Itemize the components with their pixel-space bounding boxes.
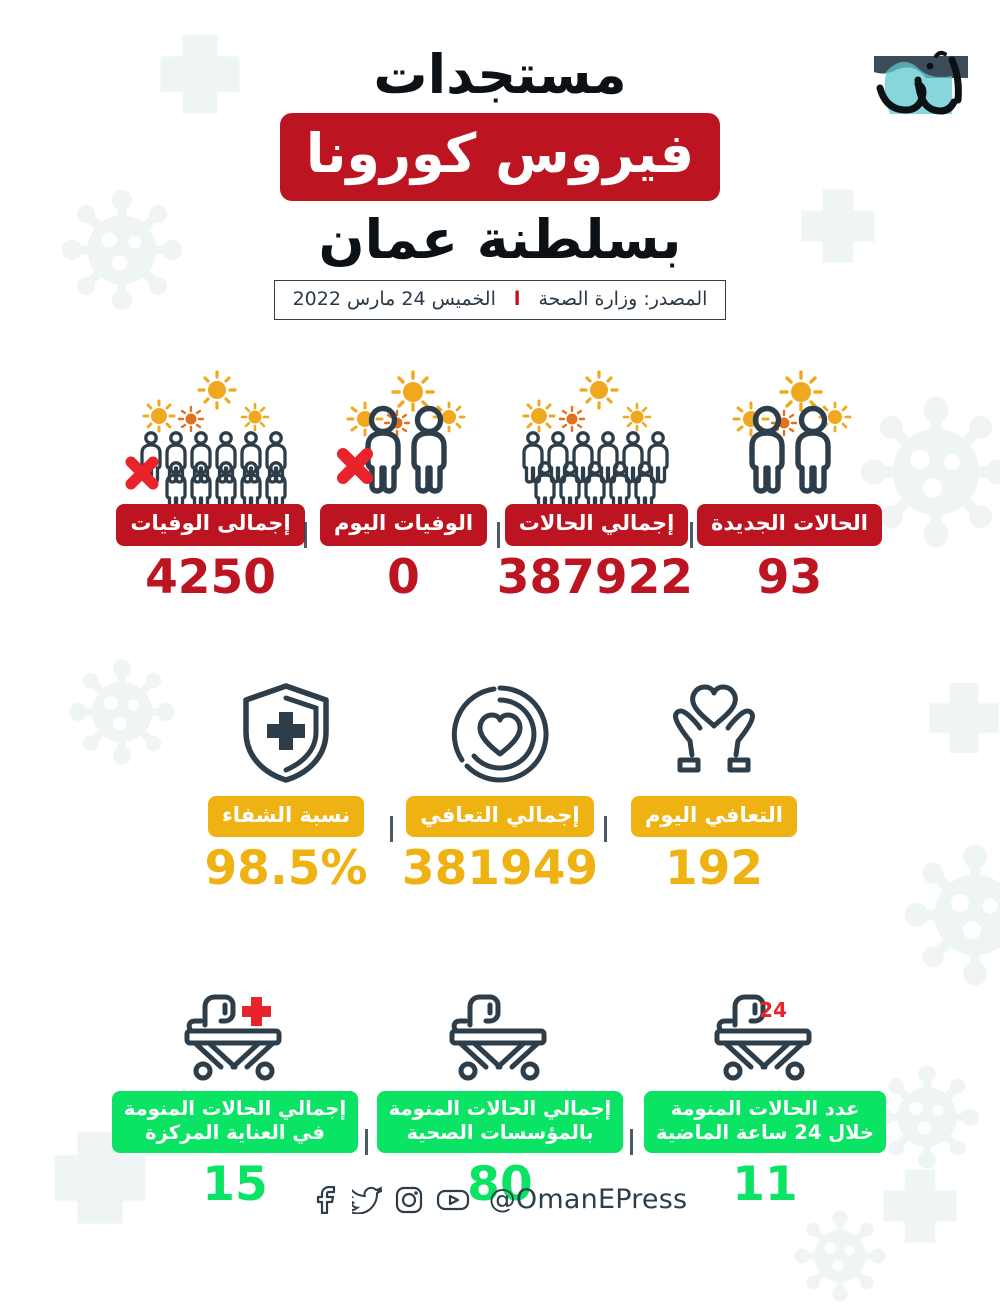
crowd-cases-icon (500, 364, 693, 494)
date-label: الخميس 24 مارس 2022 (293, 288, 496, 310)
stats-row-hospitalizations: 24 عدد الحالات المنومة خلال 24 ساعة الما… (0, 951, 1000, 1210)
page-header: مستجدات فيروس كورونا بسلطنة عمان المصدر:… (0, 0, 1000, 320)
title-line-2-wrap: فيروس كورونا (0, 113, 1000, 201)
stats-row-recoveries: التعافي اليوم 192 إجمالي التعافي 381949 (0, 656, 1000, 895)
title-line-3: بسلطنة عمان (0, 211, 1000, 268)
stat-value-recovery-rate: 98.5% (179, 843, 393, 895)
stats-row-deaths-cases: الحالات الجديدة 93 (0, 364, 1000, 603)
social-handle: @OmanEPress (489, 1184, 688, 1215)
red-x-icon (131, 462, 153, 484)
title-line-2-highlight: فيروس كورونا (280, 113, 720, 201)
title-line-1: مستجدات (0, 46, 1000, 103)
stat-label-deaths-today: الوفيات اليوم (320, 504, 487, 546)
facebook-icon[interactable] (313, 1186, 339, 1214)
stat-value-deaths-today: 0 (307, 552, 500, 604)
youtube-icon[interactable] (436, 1186, 470, 1214)
stat-card-total-cases: إجمالي الحالات 387922 (500, 364, 693, 603)
heart-circle-icon (393, 656, 607, 786)
oman-newspaper-logo (856, 26, 982, 122)
stat-value-total-deaths: 4250 (114, 552, 307, 604)
stat-card-total-deaths: إجمالى الوفيات 4250 (114, 364, 307, 603)
red-cross-icon (242, 997, 271, 1026)
stat-card-admitted-24h: 24 عدد الحالات المنومة خلال 24 ساعة الما… (633, 951, 898, 1210)
stat-label-total-deaths: إجمالى الوفيات (116, 504, 304, 546)
stat-card-deaths-today: الوفيات اليوم 0 (307, 364, 500, 603)
instagram-icon[interactable] (395, 1186, 423, 1214)
stat-label-hospital-admitted: إجمالي الحالات المنومة بالمؤسسات الصحية (377, 1091, 623, 1153)
shield-cross-icon (179, 656, 393, 786)
stat-card-hospital-admitted: إجمالي الحالات المنومة بالمؤسسات الصحية … (368, 951, 633, 1210)
date-separator: ا (514, 288, 521, 310)
stat-label-total-cases: إجمالي الحالات (505, 504, 689, 546)
stat-card-icu-admitted: إجمالي الحالات المنومة في العناية المركز… (103, 951, 368, 1210)
date-source-bar: المصدر: وزارة الصحة ا الخميس 24 مارس 202… (274, 280, 727, 320)
stat-card-new-cases: الحالات الجديدة 93 (693, 364, 886, 603)
stat-label-icu-admitted: إجمالي الحالات المنومة في العناية المركز… (112, 1091, 358, 1153)
source-label: المصدر: وزارة الصحة (538, 288, 707, 310)
stat-card-recovery-rate: نسبة الشفاء 98.5% (179, 656, 393, 895)
social-footer: @OmanEPress (0, 1184, 1000, 1215)
stat-card-total-recovered: إجمالي التعافي 381949 (393, 656, 607, 895)
stretcher-badge-24: 24 (759, 998, 787, 1022)
heart-in-hands-icon (607, 656, 821, 786)
stretcher-cross-icon (103, 951, 368, 1081)
stat-label-admitted-24h: عدد الحالات المنومة خلال 24 ساعة الماضية (644, 1091, 886, 1153)
stat-value-total-recovered: 381949 (393, 843, 607, 895)
stat-value-recovered-today: 192 (607, 843, 821, 895)
stat-label-new-cases: الحالات الجديدة (697, 504, 882, 546)
crowd-deaths-icon (114, 364, 307, 494)
stretcher-24-icon: 24 (633, 951, 898, 1081)
stat-card-recovered-today: التعافي اليوم 192 (607, 656, 821, 895)
twitter-icon[interactable] (352, 1186, 382, 1214)
stat-label-recovery-rate: نسبة الشفاء (208, 796, 364, 838)
stretcher-icon (368, 951, 633, 1081)
stat-value-total-cases: 387922 (500, 552, 693, 604)
red-x-icon (343, 454, 367, 478)
stat-label-recovered-today: التعافي اليوم (631, 796, 797, 838)
stat-value-new-cases: 93 (693, 552, 886, 604)
two-people-death-icon (307, 364, 500, 494)
two-people-icon (693, 364, 886, 494)
stat-label-total-recovered: إجمالي التعافي (406, 796, 593, 838)
